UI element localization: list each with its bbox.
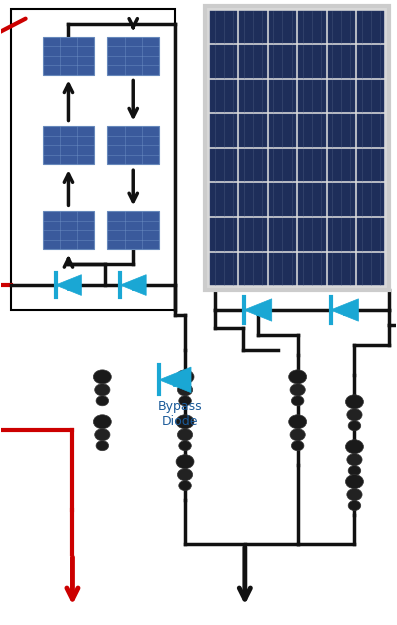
Bar [239, 149, 267, 181]
Ellipse shape [96, 441, 109, 451]
Bar [42, 37, 94, 74]
Ellipse shape [176, 415, 194, 429]
Bar [205, 6, 389, 290]
Bar [269, 149, 296, 181]
Bar [328, 80, 355, 112]
Bar [239, 218, 267, 251]
Bar [328, 149, 355, 181]
Bar [269, 218, 296, 251]
Bar [269, 45, 296, 78]
Ellipse shape [289, 415, 306, 429]
Bar [239, 11, 267, 43]
Polygon shape [56, 274, 81, 296]
Polygon shape [159, 367, 191, 392]
Bar [298, 253, 326, 285]
Bar [269, 114, 296, 147]
Ellipse shape [345, 440, 363, 454]
Ellipse shape [179, 396, 191, 406]
Ellipse shape [289, 370, 306, 384]
Ellipse shape [93, 415, 111, 429]
Bar [239, 45, 267, 78]
Bar [269, 253, 296, 285]
Bar [357, 253, 384, 285]
Text: Bypass
Diode: Bypass Diode [158, 400, 202, 428]
Bar [328, 114, 355, 147]
Ellipse shape [179, 441, 191, 451]
Bar [298, 114, 326, 147]
Ellipse shape [95, 429, 110, 441]
Ellipse shape [96, 396, 109, 406]
Ellipse shape [93, 370, 111, 384]
Ellipse shape [347, 489, 362, 501]
Ellipse shape [177, 384, 193, 396]
Bar [357, 45, 384, 78]
Ellipse shape [177, 429, 193, 441]
Ellipse shape [347, 454, 362, 466]
Bar [269, 80, 296, 112]
Bar [298, 45, 326, 78]
Bar [328, 183, 355, 216]
Ellipse shape [291, 441, 304, 451]
Bar [328, 218, 355, 251]
Bar [269, 183, 296, 216]
Bar [357, 149, 384, 181]
Bar [42, 126, 94, 164]
Bar [205, 6, 389, 290]
Bar [239, 114, 267, 147]
Bar [210, 253, 237, 285]
Bar [210, 218, 237, 251]
Ellipse shape [291, 396, 304, 406]
Ellipse shape [176, 454, 194, 469]
Bar [357, 11, 384, 43]
Bar [42, 211, 94, 249]
Bar [107, 37, 159, 74]
Bar [328, 45, 355, 78]
Bar [210, 11, 237, 43]
Bar [210, 183, 237, 216]
Ellipse shape [177, 469, 193, 481]
Bar [210, 114, 237, 147]
Bar [239, 80, 267, 112]
Bar [269, 11, 296, 43]
Polygon shape [120, 274, 146, 296]
Bar [11, 9, 175, 310]
Bar [239, 183, 267, 216]
Ellipse shape [348, 466, 361, 476]
Bar [328, 253, 355, 285]
Bar [107, 126, 159, 164]
Bar [210, 80, 237, 112]
Ellipse shape [290, 429, 305, 441]
Ellipse shape [179, 481, 191, 491]
Polygon shape [331, 299, 358, 321]
Ellipse shape [345, 395, 363, 409]
Bar [239, 253, 267, 285]
Ellipse shape [176, 370, 194, 384]
Bar [298, 11, 326, 43]
Ellipse shape [290, 384, 305, 396]
Bar [298, 149, 326, 181]
Bar [298, 218, 326, 251]
Ellipse shape [348, 501, 361, 511]
Bar [357, 218, 384, 251]
Bar [357, 80, 384, 112]
Bar [298, 183, 326, 216]
Ellipse shape [345, 474, 363, 489]
Bar [328, 11, 355, 43]
Ellipse shape [95, 384, 110, 396]
Bar [210, 45, 237, 78]
Bar [357, 114, 384, 147]
Ellipse shape [348, 421, 361, 431]
Bar [298, 80, 326, 112]
Ellipse shape [347, 409, 362, 421]
Polygon shape [244, 299, 272, 321]
Bar [357, 183, 384, 216]
Bar [107, 211, 159, 249]
Bar [210, 149, 237, 181]
